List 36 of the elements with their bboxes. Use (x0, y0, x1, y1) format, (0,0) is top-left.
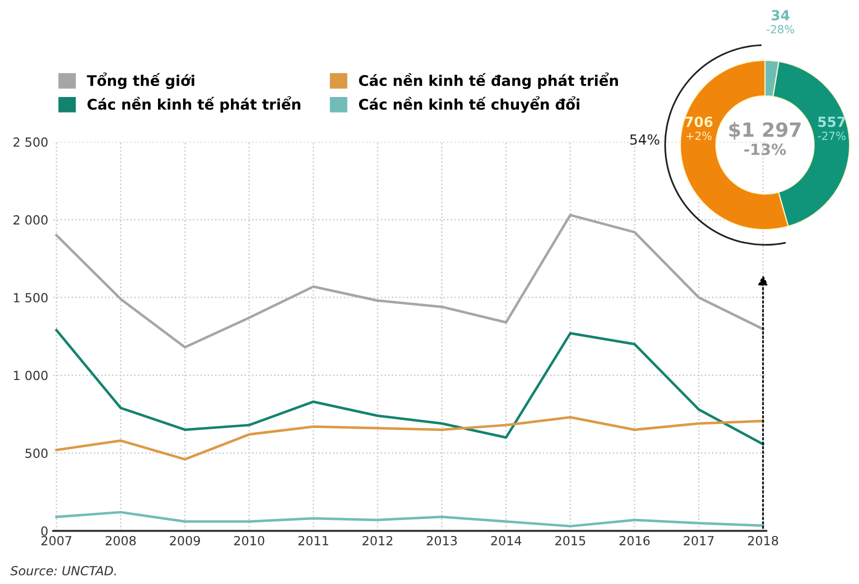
y-tick-label: 0 (41, 526, 48, 536)
line-series (55, 328, 764, 446)
y-tick-label: 1 000 (14, 370, 48, 380)
text: -27% (818, 132, 846, 140)
y-tick-label: 1 500 (14, 292, 48, 302)
x-tick-label: 2011 (298, 536, 328, 546)
x-tick-label: 2015 (555, 536, 586, 546)
x-tick-label: 2014 (491, 536, 522, 546)
text: +2% (686, 132, 712, 140)
y-tick-label: 500 (26, 448, 48, 458)
y-tick-label: 2 500 (14, 137, 48, 147)
legend-label: Tổng thế giới (86, 72, 194, 89)
x-tick-label: 2008 (106, 536, 136, 546)
data-label: 557 (818, 116, 846, 128)
x-tick-label: 2010 (234, 536, 264, 546)
data-label: 706 (685, 116, 713, 128)
annotation: 54% (630, 134, 660, 145)
x-tick-label: 2013 (426, 536, 457, 546)
legend-label: Các nền kinh tế đang phát triển (359, 72, 618, 89)
source-note: Source: UNCTAD. (10, 566, 116, 576)
legend-label: Các nền kinh tế phát triển (88, 96, 300, 113)
line-series (55, 510, 764, 528)
line-series (55, 214, 764, 349)
x-tick-label: 2012 (362, 536, 392, 546)
text: -28% (766, 25, 794, 34)
x-tick-label: 2009 (170, 536, 200, 546)
line-series (55, 416, 764, 461)
text: $1 297 (729, 122, 801, 140)
legend-label: Các nền kinh tế chuyển đổi (359, 96, 580, 113)
x-tick-label: 2017 (684, 536, 714, 546)
data-label: 34 (772, 10, 790, 20)
annotation: -13% (744, 144, 786, 156)
x-tick-label: 2016 (620, 536, 650, 546)
x-tick-label: 2018 (748, 536, 778, 546)
y-tick-label: 2 000 (14, 215, 48, 225)
x-tick-label: 2007 (41, 536, 72, 546)
